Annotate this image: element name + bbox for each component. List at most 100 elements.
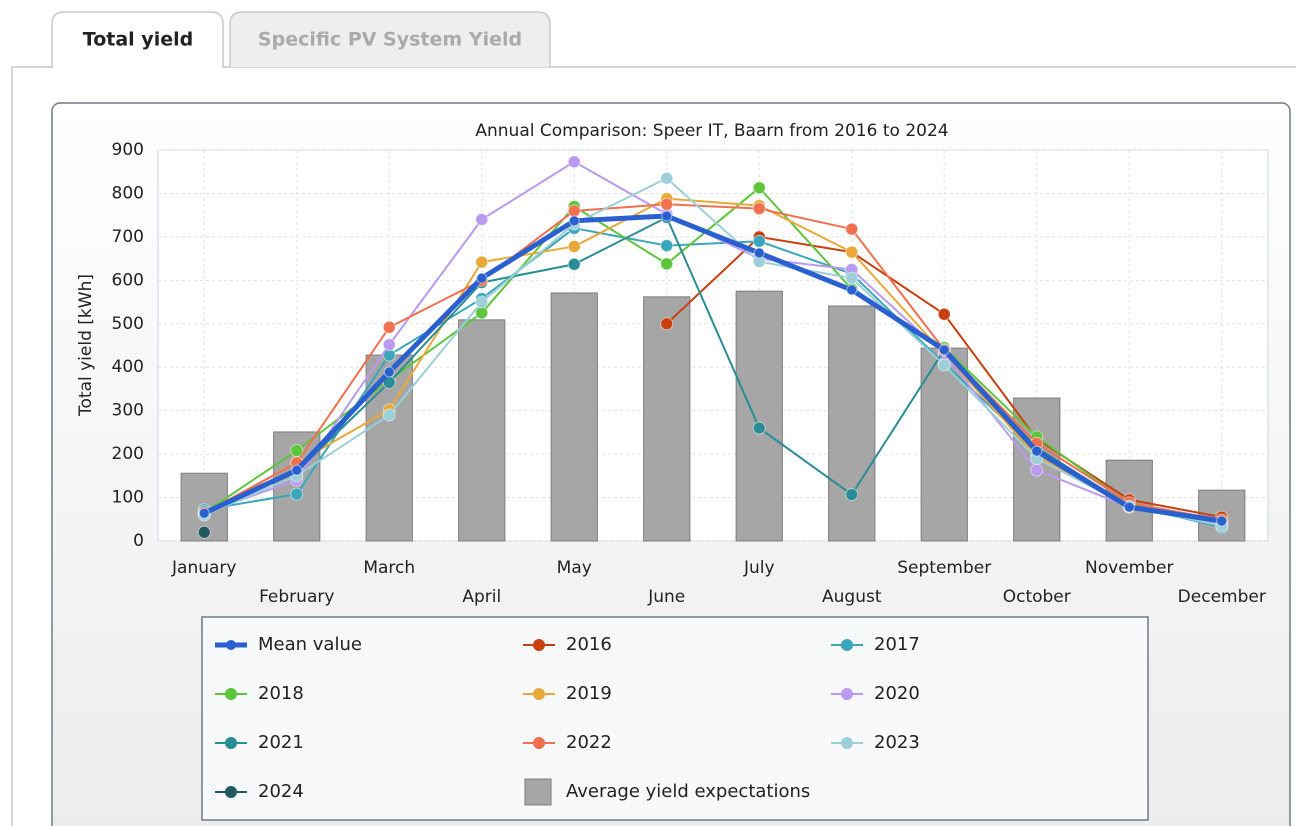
line (203, 213, 1223, 524)
legend-label: Average yield expectations (566, 781, 810, 802)
legend (201, 616, 1149, 821)
legend-point (225, 786, 237, 798)
point (846, 284, 858, 296)
point (567, 239, 581, 253)
point (845, 271, 859, 285)
point (752, 181, 766, 195)
legend-point (533, 639, 545, 651)
line (203, 216, 1222, 523)
x-tick-label: October (1003, 587, 1071, 607)
point (476, 272, 488, 284)
x-tick-label: August (822, 587, 882, 607)
y-tick-label: 0 (133, 531, 144, 551)
y-tick-label: 500 (112, 314, 144, 334)
bar (550, 292, 598, 542)
point (753, 247, 765, 259)
legend-point (841, 737, 853, 749)
bar (735, 290, 783, 542)
y-tick-label: 100 (112, 488, 144, 508)
legend-point (841, 688, 853, 700)
point (937, 358, 951, 372)
point (660, 257, 674, 271)
x-tick-label: February (259, 587, 334, 607)
legend-point (533, 688, 545, 700)
legend-point (225, 688, 237, 700)
line (203, 197, 1222, 524)
tab-label[interactable]: Specific PV System Yield (258, 29, 522, 51)
y-axis-label: Total yield [kWh] (76, 274, 96, 417)
point (475, 213, 489, 227)
point (290, 487, 304, 501)
bar (828, 305, 876, 542)
legend-label: Mean value (258, 634, 362, 655)
point (197, 525, 211, 539)
point (568, 215, 580, 227)
point (1030, 463, 1044, 477)
tab-inactive[interactable] (229, 11, 551, 67)
point (1216, 515, 1228, 527)
point (660, 239, 674, 253)
x-tick-label: November (1085, 558, 1173, 578)
x-tick-label: June (647, 587, 685, 607)
tab-label[interactable]: Total yield (83, 29, 193, 51)
point (661, 210, 673, 222)
point (567, 204, 581, 218)
point (938, 344, 950, 356)
x-tick-label: December (1178, 587, 1266, 607)
point (1031, 445, 1043, 457)
y-tick-label: 300 (112, 401, 144, 421)
legend-label: 2023 (874, 732, 920, 753)
y-tick-label: 400 (112, 357, 144, 377)
chart-title: Annual Comparison: Speer IT, Baarn from … (475, 121, 948, 141)
point (290, 444, 304, 458)
legend-point (225, 737, 237, 749)
x-tick-label: April (462, 587, 501, 607)
point (937, 307, 951, 321)
legend-swatch (524, 778, 552, 806)
x-tick-label: March (363, 558, 415, 578)
bar (458, 319, 506, 542)
legend-label: 2016 (566, 634, 612, 655)
point (291, 464, 303, 476)
legend-label: 2020 (874, 683, 920, 704)
legend-point (226, 640, 236, 650)
point (383, 366, 395, 378)
tab-gap (53, 64, 222, 70)
point (567, 257, 581, 271)
point (752, 234, 766, 248)
x-tick-label: September (897, 558, 991, 578)
x-tick-label: July (743, 558, 775, 578)
legend-point (533, 737, 545, 749)
legend-label: 2021 (258, 732, 304, 753)
y-tick-label: 900 (112, 140, 144, 160)
legend-label: 2018 (258, 683, 304, 704)
point (475, 255, 489, 269)
tab-active[interactable] (51, 11, 224, 67)
x-tick-label: January (171, 558, 236, 578)
legend-label: 2017 (874, 634, 920, 655)
point (660, 197, 674, 211)
point (752, 202, 766, 216)
legend-label: 2022 (566, 732, 612, 753)
line (203, 177, 1222, 527)
point (382, 408, 396, 422)
y-tick-label: 200 (112, 444, 144, 464)
point (198, 507, 210, 519)
bar (643, 296, 691, 542)
y-tick-label: 600 (112, 270, 144, 290)
legend-point (841, 639, 853, 651)
point (382, 338, 396, 352)
point (660, 171, 674, 185)
point (660, 317, 674, 331)
point (382, 320, 396, 334)
line (203, 203, 1222, 522)
point (567, 155, 581, 169)
point (845, 222, 859, 236)
point (475, 295, 489, 309)
point (752, 421, 766, 435)
y-tick-label: 800 (112, 183, 144, 203)
point (845, 245, 859, 259)
y-tick-label: 700 (112, 227, 144, 247)
point (845, 488, 859, 502)
